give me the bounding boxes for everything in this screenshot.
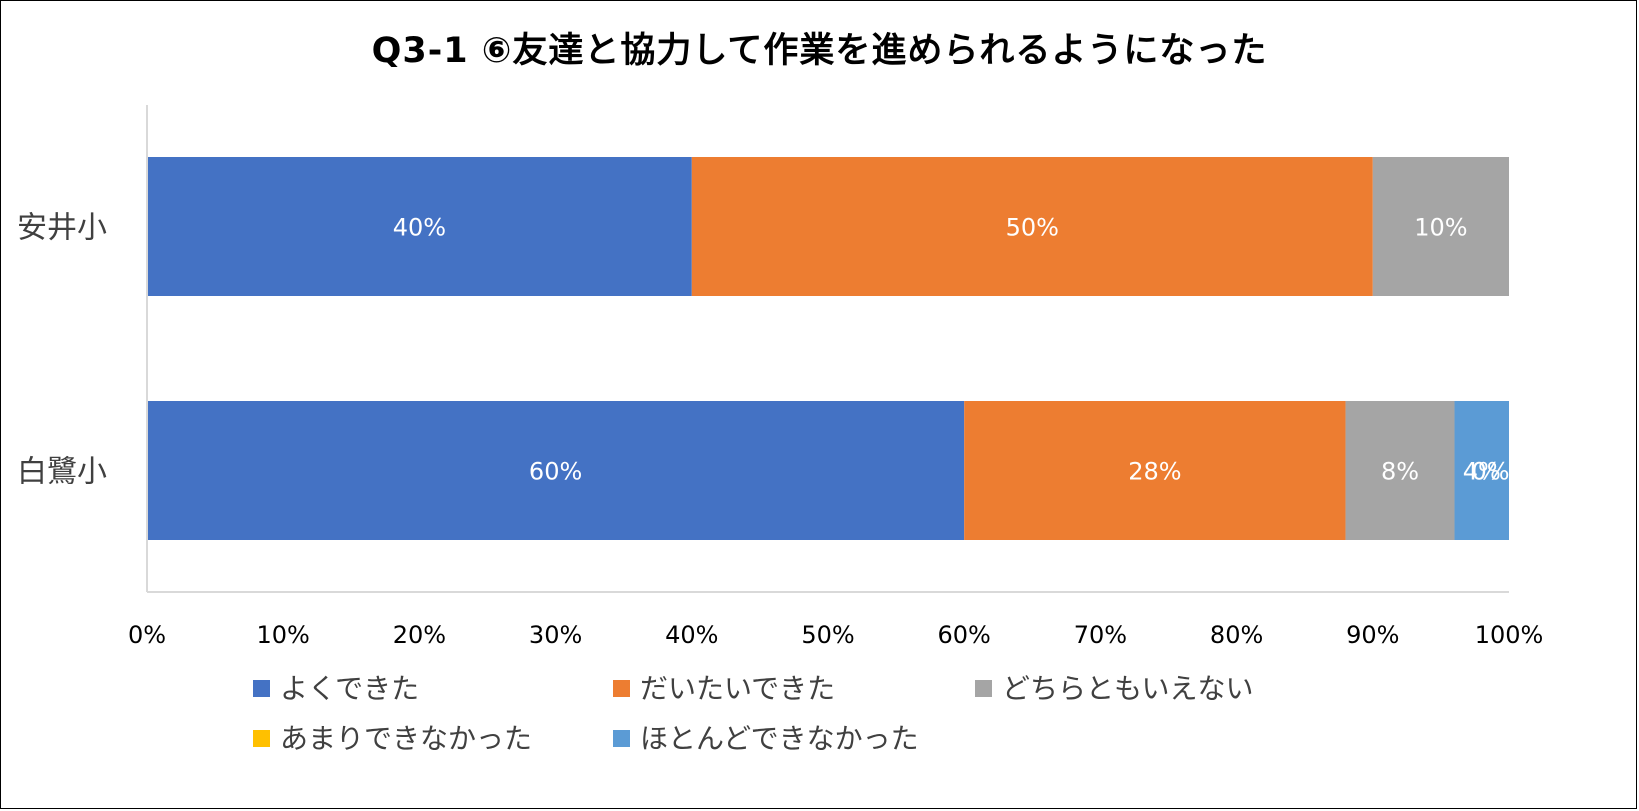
legend-label-3: あまりできなかった — [280, 722, 532, 755]
bar-1-1 — [964, 401, 1346, 540]
x-tick-label-2: 20% — [393, 621, 446, 649]
data-label-0-2: 10% — [1414, 214, 1467, 242]
bar-1-0 — [147, 401, 965, 540]
x-tick-label-6: 60% — [938, 621, 991, 649]
legend-label-0: よくできた — [280, 672, 419, 705]
bar-1-2 — [1345, 401, 1455, 540]
bar-1-4 — [1454, 401, 1509, 540]
data-label-0-0: 40% — [393, 214, 446, 242]
legend-swatch-3 — [253, 730, 270, 747]
data-label-1-4: 4% — [1463, 458, 1501, 486]
legend-swatch-4 — [613, 730, 630, 747]
data-label-0-1: 50% — [1006, 214, 1059, 242]
x-tick-label-10: 100% — [1475, 621, 1544, 649]
x-tick-label-4: 40% — [665, 621, 718, 649]
legend-label-1: だいたいできた — [640, 672, 835, 705]
data-label-0-3: 0% — [1526, 214, 1564, 242]
x-tick-label-3: 30% — [529, 621, 582, 649]
legend-swatch-2 — [975, 680, 992, 697]
data-label-1-0: 60% — [529, 458, 582, 486]
data-label-1-1: 28% — [1128, 458, 1181, 486]
legend-label-2: どちらともいえない — [1002, 672, 1253, 705]
legend-swatch-1 — [613, 680, 630, 697]
bar-0-0 — [147, 157, 692, 296]
data-label-1-2: 8% — [1381, 458, 1419, 486]
data-label-1-3: 0% — [1471, 458, 1509, 486]
category-label-0: 安井小 — [17, 211, 107, 246]
x-tick-label-5: 50% — [801, 621, 854, 649]
legend-swatch-0 — [253, 680, 270, 697]
x-tick-label-9: 90% — [1346, 621, 1399, 649]
category-label-1: 白鷺小 — [17, 455, 107, 490]
x-tick-label-0: 0% — [128, 621, 166, 649]
chart-title: Q3-1 ⑥友達と協力して作業を進められるようになった — [371, 31, 1268, 71]
x-tick-label-1: 10% — [257, 621, 310, 649]
x-tick-label-8: 80% — [1210, 621, 1263, 649]
legend-label-4: ほとんどできなかった — [640, 722, 919, 755]
bar-0-2 — [1372, 157, 1509, 296]
x-tick-label-7: 70% — [1074, 621, 1127, 649]
bar-0-1 — [691, 157, 1373, 296]
